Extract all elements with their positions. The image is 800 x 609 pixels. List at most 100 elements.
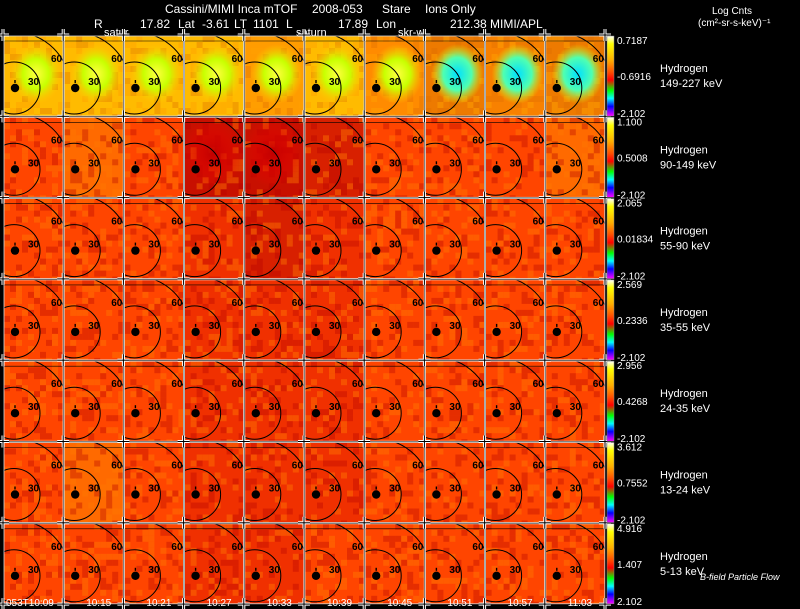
contour-label-30: 30 (88, 565, 100, 576)
saturn-marker (71, 409, 80, 418)
contour-label-30: 30 (449, 484, 461, 495)
image-panel: 30 60 (3, 279, 64, 361)
saturn-marker (552, 409, 561, 418)
contour-label-30: 30 (329, 240, 341, 251)
contour-label-30: 30 (389, 158, 401, 169)
contour-label-30: 30 (510, 484, 522, 495)
row-energy-label: 24-35 keV (660, 403, 711, 415)
contour-label-30: 30 (269, 321, 281, 332)
contour-label-60: 60 (232, 54, 244, 65)
saturn-marker (71, 490, 80, 499)
row-species-label: Hydrogen (660, 63, 708, 75)
image-panel: 30 60 (184, 35, 245, 117)
saturn-marker (372, 490, 381, 499)
contour-label-30: 30 (389, 240, 401, 251)
contour-label-60: 60 (412, 298, 424, 309)
title-instrument: Cassini/MIMI Inca mTOF (165, 2, 298, 16)
contour-label-60: 60 (352, 135, 364, 146)
image-panel: 30 60 (184, 279, 245, 361)
saturn-marker (131, 246, 140, 255)
colorbar-max-label: 2.569 (617, 280, 642, 291)
saturn-marker (432, 409, 441, 418)
saturn-marker (10, 490, 20, 499)
colorbar-max-label: 3.612 (617, 443, 642, 454)
image-panel: 30 60 (63, 360, 124, 442)
image-panel: 30 60 (124, 279, 184, 361)
contour-label-30: 30 (88, 484, 100, 495)
image-panel: 30 60 (124, 360, 184, 442)
colorbar-min-label: -2.102 (617, 272, 646, 283)
contour-label-30: 30 (209, 77, 221, 88)
image-panel: 30 60 (424, 523, 485, 605)
saturn-marker (311, 165, 321, 174)
time-tick-label: 10:27 (207, 598, 232, 609)
saturn-marker (311, 83, 321, 93)
contour-label-30: 30 (269, 158, 281, 169)
colorbar-min-label: 2.102 (617, 597, 642, 608)
saturn-marker (311, 246, 321, 255)
image-panel: 30 60 (63, 116, 124, 198)
saturn-marker (251, 165, 260, 174)
contour-label-60: 60 (533, 379, 545, 390)
image-panel: 30 60 (3, 442, 64, 523)
row-species-label: Hydrogen (660, 470, 708, 482)
image-panel: 30 60 (424, 360, 485, 442)
contour-label-60: 60 (593, 461, 605, 472)
saturn-marker (191, 83, 200, 93)
contour-label-60: 60 (51, 217, 63, 228)
title-date: 2008-053 (312, 2, 363, 16)
contour-label-30: 30 (570, 321, 582, 332)
contour-label-60: 60 (412, 54, 424, 65)
lat-value: -3.61 (202, 17, 230, 31)
saturn-marker (432, 571, 441, 580)
contour-label-60: 60 (232, 542, 244, 553)
contour-label-60: 60 (412, 461, 424, 472)
image-panel: 30 60 (424, 116, 485, 198)
colorbar: 1.100 0.5008 -2.102 (606, 117, 648, 201)
contour-label-60: 60 (593, 542, 605, 553)
saturn-marker (191, 165, 200, 174)
saturn-marker (492, 490, 501, 499)
contour-label-60: 60 (232, 135, 244, 146)
row-species-label: Hydrogen (660, 388, 708, 400)
contour-label-30: 30 (449, 240, 461, 251)
lt-value: 1101 (253, 17, 279, 31)
contour-label-30: 30 (570, 240, 582, 251)
contour-label-30: 30 (148, 565, 160, 576)
r-label: R (94, 17, 103, 31)
image-panel: 30 60 (485, 279, 546, 361)
contour-label-60: 60 (111, 461, 123, 472)
contour-label-60: 60 (593, 54, 605, 65)
colorbar-min-label: -2.102 (617, 109, 646, 120)
image-panel: 30 60 (485, 116, 546, 198)
image-panel: 30 60 (304, 35, 365, 117)
image-panel: 30 60 (3, 523, 64, 605)
time-tick-label: 10:33 (267, 598, 292, 609)
contour-label-60: 60 (111, 54, 123, 65)
contour-label-60: 60 (51, 298, 63, 309)
contour-label-60: 60 (472, 135, 484, 146)
title-species: Ions Only (425, 2, 476, 16)
contour-label-60: 60 (232, 379, 244, 390)
saturn-marker (492, 571, 501, 580)
contour-label-60: 60 (292, 542, 304, 553)
image-panel: 30 60 (545, 523, 606, 605)
saturn-marker (71, 165, 80, 174)
contour-label-60: 60 (472, 542, 484, 553)
saturn-marker (131, 165, 140, 174)
contour-label-30: 30 (28, 565, 40, 576)
image-panel: 30 60 (424, 442, 485, 523)
contour-label-30: 30 (148, 402, 160, 413)
saturn-marker (372, 327, 381, 337)
image-panel: 30 60 (124, 523, 184, 605)
contour-label-60: 60 (171, 298, 183, 309)
image-panel: 30 60 (242, 116, 305, 198)
saturn-marker (191, 571, 200, 580)
contour-label-30: 30 (28, 240, 40, 251)
image-panel: 30 60 (3, 35, 64, 117)
saturn-marker (10, 571, 20, 580)
contour-label-30: 30 (209, 402, 221, 413)
image-panel: 30 60 (364, 523, 425, 605)
image-panel: 30 60 (424, 198, 485, 280)
image-panel: 30 60 (304, 360, 365, 442)
